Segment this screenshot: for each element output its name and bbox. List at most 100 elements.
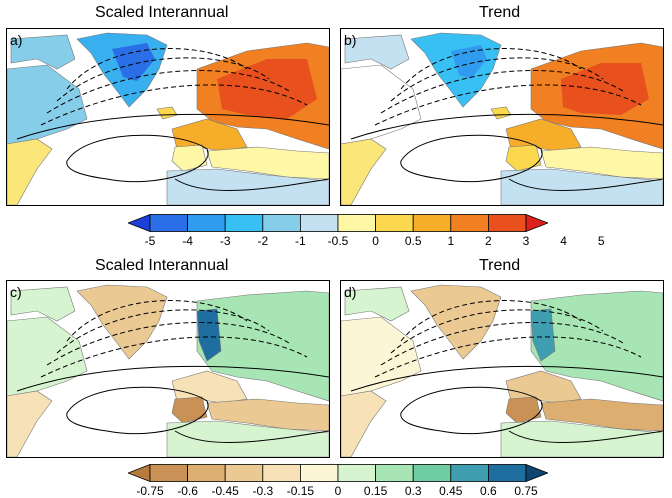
- panel-d-label: d): [344, 284, 357, 300]
- colorbar-top-swatch: [487, 214, 527, 232]
- colorbar-bottom-tick-label: 0: [334, 484, 342, 498]
- greenland-region: [410, 284, 502, 360]
- us-east-region: [341, 138, 387, 205]
- colorbar-top-tick-label: -2: [257, 234, 269, 248]
- colorbar-top-tick-label: -5: [144, 234, 156, 248]
- iberia-region: [505, 396, 542, 424]
- iberia-region: [171, 144, 208, 172]
- colorbar-bottom-low-triangle: [128, 464, 151, 482]
- north-africa-region: [166, 168, 329, 205]
- colorbar-bottom-tick-label: -0.75: [136, 484, 164, 498]
- colorbar-bottom-high-triangle: [525, 464, 548, 482]
- colorbar-top-tick-label: -0.5: [327, 234, 349, 248]
- colorbar-top-tick-label: 3: [522, 234, 530, 248]
- north-africa-region: [500, 168, 663, 205]
- norway-region: [530, 308, 556, 362]
- colorbar-bottom-tick-label: -0.45: [211, 484, 239, 498]
- panel-c-title: Scaled Interannual: [95, 257, 229, 274]
- colorbar-top-svg: [128, 214, 548, 232]
- panel-a-label: a): [10, 32, 23, 48]
- colorbar-bottom-swatch: [187, 464, 226, 482]
- canada-arctic-region: [344, 286, 410, 322]
- iberia-region: [505, 144, 542, 172]
- colorbar-top-tick-label: 4: [560, 234, 567, 248]
- panel-d-map: [340, 280, 664, 458]
- panel-a-title: Scaled Interannual: [95, 4, 229, 21]
- labrador-region: [341, 64, 422, 145]
- labrador-region: [7, 64, 88, 145]
- colorbar-top-tick-label: 1: [447, 234, 455, 248]
- mediterranean-region: [206, 146, 329, 180]
- colorbar-top-tick-label: -1: [295, 234, 306, 248]
- greenland-cold-core: [451, 45, 487, 79]
- iberia-region: [171, 396, 208, 424]
- colorbar-top-swatch: [412, 214, 452, 232]
- panel-b-map: [340, 28, 664, 206]
- iceland-region: [490, 106, 512, 120]
- panel-b-title: Trend: [479, 4, 521, 21]
- mediterranean-region: [540, 146, 663, 180]
- colorbar-bottom-swatch: [262, 464, 301, 482]
- iceland-region: [156, 106, 178, 120]
- colorbar-top-low-triangle: [128, 214, 151, 232]
- us-east-region: [7, 390, 53, 457]
- panel-b-svg: [341, 32, 663, 205]
- greenland-region: [76, 284, 168, 360]
- colorbar-bottom-swatch: [375, 464, 414, 482]
- russia-region: [196, 290, 329, 402]
- colorbar-bottom-tick-label: 0.15: [363, 484, 388, 498]
- colorbar-bottom-swatch: [337, 464, 376, 482]
- greenland-cold-core: [112, 43, 155, 81]
- canada-arctic-region: [344, 34, 410, 70]
- colorbar-top-swatch: [262, 214, 301, 232]
- colorbar-top-tick-label: 2: [485, 234, 492, 248]
- panel-a-svg: [7, 32, 329, 205]
- colorbar-bottom-swatch: [299, 464, 339, 482]
- colorbar-bottom-tick-label: -0.6: [177, 484, 198, 498]
- panel-c-svg: [7, 284, 329, 457]
- colorbar-top-swatch: [375, 214, 414, 232]
- mediterranean-region: [540, 398, 663, 432]
- mediterranean-region: [206, 398, 329, 432]
- colorbar-bottom-swatch: [450, 464, 489, 482]
- colorbar-top-swatch: [224, 214, 264, 232]
- panel-c-label: c): [10, 284, 22, 300]
- colorbar-top-high-triangle: [525, 214, 548, 232]
- greenland-region: [410, 32, 502, 108]
- colorbar-bottom-tick-label: 0.45: [439, 484, 463, 498]
- north-africa-region: [166, 420, 329, 457]
- canada-arctic-region: [10, 34, 76, 70]
- panel-a-map: [6, 28, 330, 206]
- colorbar-bottom-tick-label: -0.15: [286, 484, 315, 498]
- colorbar-top-tick-label: -4: [182, 234, 193, 248]
- colorbar-bottom-swatch: [149, 464, 188, 482]
- russia-region: [530, 290, 663, 402]
- colorbar-top-tick-label: 0: [372, 234, 379, 248]
- colorbar-bottom-svg: [128, 464, 548, 482]
- colorbar-top-tick-label: 5: [597, 234, 605, 248]
- us-east-region: [341, 390, 387, 457]
- colorbar-top-swatch: [450, 214, 489, 232]
- labrador-region: [341, 316, 422, 397]
- colorbar-bottom-tick-label: 0.6: [480, 484, 497, 498]
- colorbar-bottom: [128, 464, 548, 482]
- colorbar-bottom-tick-label: 0.3: [404, 484, 422, 498]
- us-east-region: [7, 138, 53, 205]
- panel-b-label: b): [344, 32, 357, 48]
- colorbar-bottom-swatch: [487, 464, 527, 482]
- colorbar-bottom-swatch: [412, 464, 452, 482]
- colorbar-top-swatch: [299, 214, 339, 232]
- north-africa-region: [500, 420, 663, 457]
- colorbar-top-swatch: [337, 214, 376, 232]
- colorbar-bottom-tick-label: 0.75: [514, 484, 538, 498]
- colorbar-bottom-swatch: [224, 464, 264, 482]
- colorbar-top-swatch: [149, 214, 188, 232]
- colorbar-top-tick-label: 0.5: [404, 234, 422, 248]
- colorbar-bottom-tick-label: -0.3: [252, 484, 274, 498]
- colorbar-top-swatch: [187, 214, 226, 232]
- labrador-region: [7, 316, 88, 397]
- colorbar-top-tick-label: -3: [219, 234, 231, 248]
- panel-d-svg: [341, 284, 663, 457]
- panel-c-map: [6, 280, 330, 458]
- colorbar-top: [128, 214, 548, 232]
